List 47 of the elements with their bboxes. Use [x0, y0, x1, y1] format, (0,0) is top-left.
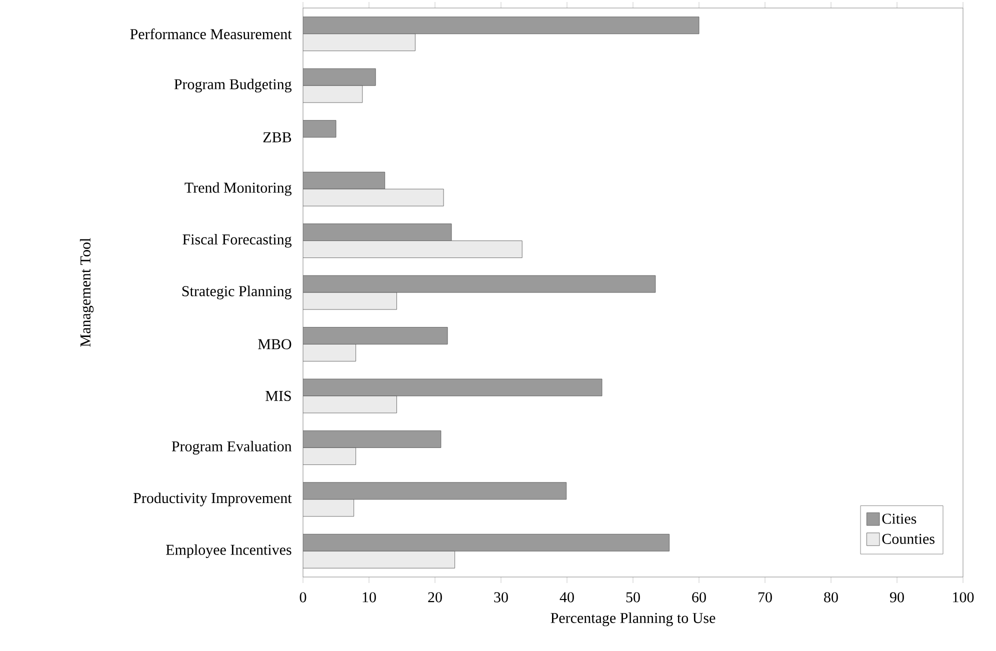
legend-label: Cities: [882, 514, 916, 524]
bar: [303, 275, 656, 293]
bar: [303, 68, 376, 86]
bar: [303, 430, 442, 448]
y-tick-label: Program Evaluation: [172, 440, 292, 455]
bar: [303, 34, 416, 52]
bar: [303, 85, 363, 103]
x-tick-label: 70: [758, 592, 772, 602]
y-tick-label: MIS: [266, 390, 291, 401]
bar: [303, 482, 567, 500]
y-tick-label: Employee Incentives: [166, 544, 292, 558]
y-tick-label: Program Budgeting: [174, 78, 292, 92]
bar: [303, 188, 444, 206]
x-tick-label: 80: [824, 592, 838, 602]
y-tick-label: Productivity Improvement: [134, 492, 292, 506]
x-tick-label: 40: [560, 592, 574, 602]
y-tick-label: MBO: [258, 339, 292, 350]
bar: [303, 499, 354, 517]
x-tick-label: 60: [692, 592, 706, 602]
bar: [303, 16, 700, 34]
x-tick-label: 100: [953, 592, 974, 602]
bar: [303, 447, 356, 465]
y-tick-label: Trend Monitoring: [184, 182, 292, 196]
x-tick-label: 30: [494, 592, 508, 602]
bar: [303, 292, 397, 310]
y-axis-title: Management Tool: [80, 238, 94, 347]
x-tick-label: 50: [626, 592, 640, 602]
legend-label: Counties: [882, 534, 934, 544]
x-axis-title: Percentage Planning to Use: [550, 612, 716, 626]
y-tick-label: Strategic Planning: [182, 286, 292, 300]
x-tick-label: 20: [428, 592, 442, 602]
bar: [303, 172, 386, 190]
bar: [303, 224, 452, 241]
y-tick-label: Fiscal Forecasting: [182, 234, 292, 248]
bar: [303, 396, 397, 414]
y-tick-label: Performance Measurement: [130, 28, 292, 40]
bar: [303, 378, 602, 396]
bar: [303, 120, 336, 138]
x-tick-label: 90: [890, 592, 904, 602]
x-tick-label: 0: [300, 592, 306, 602]
bar: [303, 344, 356, 362]
bar: [303, 240, 522, 258]
bar: [303, 534, 670, 552]
bar: [303, 327, 448, 344]
bar: [303, 550, 455, 568]
x-tick-label: 10: [362, 592, 376, 602]
y-tick-label: ZBB: [263, 132, 292, 142]
